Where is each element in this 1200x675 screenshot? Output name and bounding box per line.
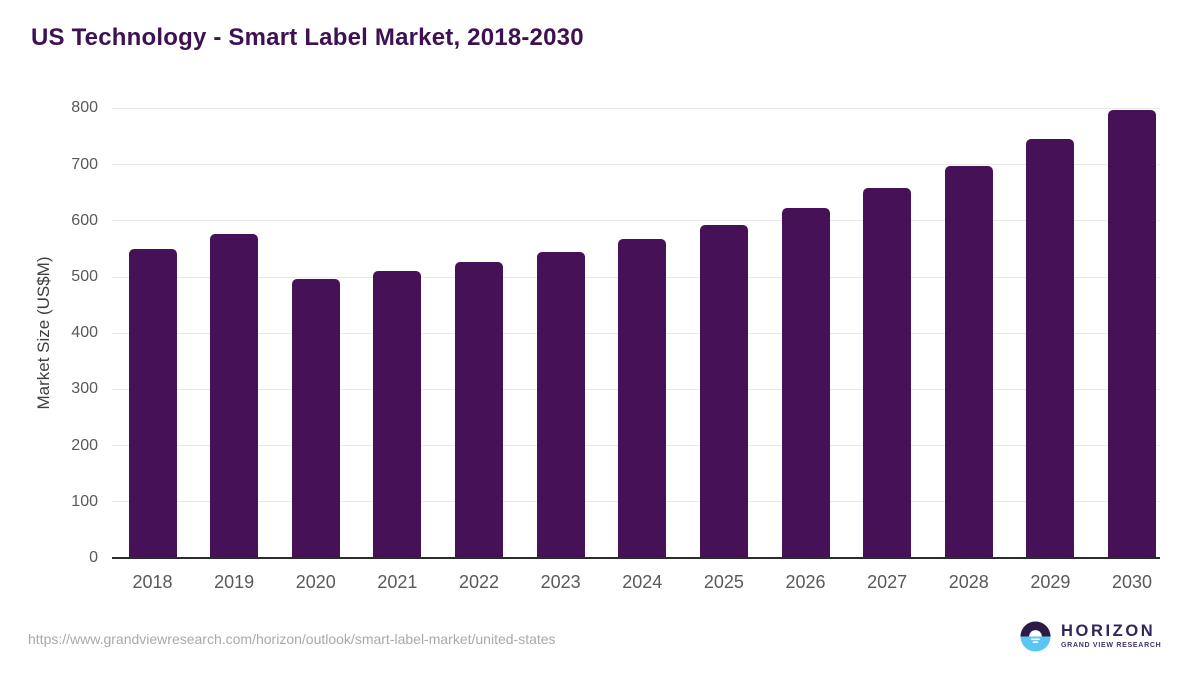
- y-tick-label: 500: [71, 268, 98, 285]
- y-tick-label: 400: [71, 324, 98, 342]
- bar-2025: [699, 225, 748, 558]
- x-tick-label: 2019: [214, 572, 255, 592]
- x-tick-label: 2022: [458, 572, 500, 592]
- x-tick-label: 2018: [132, 572, 173, 592]
- x-tick-label: 2030: [1112, 572, 1153, 592]
- gridline: [112, 164, 1160, 166]
- source-url: https://www.grandviewresearch.com/horizo…: [28, 631, 556, 647]
- gridline: [112, 220, 1160, 222]
- y-tick-label: 100: [71, 492, 98, 510]
- x-tick-label: 2020: [295, 572, 336, 592]
- y-tick-label: 600: [71, 211, 98, 229]
- y-tick-label: 700: [71, 155, 98, 173]
- x-tick-label: 2025: [703, 572, 744, 592]
- x-tick-label: 2021: [377, 572, 418, 592]
- bar-2027: [863, 187, 912, 558]
- x-tick-label: 2029: [1030, 572, 1071, 592]
- bar-2022: [455, 262, 504, 558]
- y-tick-label: 800: [71, 99, 98, 117]
- x-tick-label: 2026: [785, 572, 826, 592]
- y-tick-label: 200: [71, 436, 98, 454]
- x-tick-label: 2023: [540, 572, 581, 592]
- bar-2019: [210, 234, 259, 558]
- horizon-sun-icon: [1020, 621, 1051, 652]
- bar-2021: [373, 270, 422, 558]
- bar-2030: [1108, 109, 1157, 558]
- logo-text-block: HORIZON GRAND VIEW RESEARCH: [1061, 623, 1161, 650]
- logo-name: HORIZON: [1061, 622, 1156, 640]
- y-tick-label: 300: [71, 380, 98, 398]
- page-title: US Technology - Smart Label Market, 2018…: [31, 24, 584, 51]
- logo-subtitle: GRAND VIEW RESEARCH: [1061, 642, 1162, 649]
- bar-2028: [944, 165, 993, 558]
- gridline: [112, 107, 1160, 109]
- bar-2024: [618, 238, 667, 558]
- bar-2029: [1026, 139, 1075, 558]
- x-tick-label: 2028: [948, 572, 989, 592]
- bar-2020: [291, 278, 340, 558]
- y-tick-label: 0: [89, 549, 98, 566]
- horizon-logo: HORIZON GRAND VIEW RESEARCH: [1020, 621, 1161, 652]
- bar-2023: [536, 251, 585, 558]
- x-tick-label: 2024: [622, 572, 663, 592]
- bar-2018: [128, 248, 177, 558]
- bar-2026: [781, 207, 830, 558]
- x-axis-line: [112, 557, 1160, 559]
- x-tick-label: 2027: [867, 572, 908, 592]
